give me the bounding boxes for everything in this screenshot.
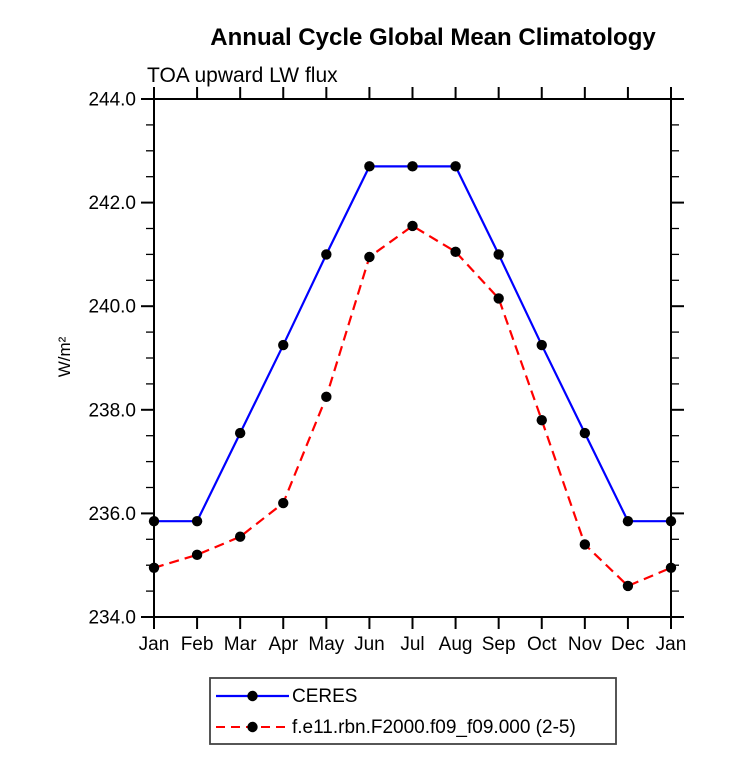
data-point-model xyxy=(278,497,289,509)
x-tick-label: Jan xyxy=(139,634,170,655)
data-point-model xyxy=(450,246,461,258)
data-point-model xyxy=(148,562,160,573)
axis-ticks xyxy=(141,87,684,629)
data-point-ceres xyxy=(450,161,461,172)
y-tick-label: 244.0 xyxy=(88,90,136,111)
x-tick-label: Jul xyxy=(400,634,424,655)
data-point-model xyxy=(536,414,547,426)
data-point-ceres xyxy=(622,515,634,527)
data-point-ceres xyxy=(536,339,547,351)
x-tick-label: Oct xyxy=(527,634,557,655)
data-point-model xyxy=(321,391,332,403)
x-tick-label: Mar xyxy=(224,634,257,655)
y-tick-label: 236.0 xyxy=(88,504,136,525)
y-tick-label: 240.0 xyxy=(88,297,136,318)
data-point-ceres xyxy=(321,249,332,260)
x-tick-label: Apr xyxy=(268,634,298,655)
data-point-ceres xyxy=(493,249,504,260)
x-tick-label: Jun xyxy=(354,634,385,655)
legend-label-ceres: CERES xyxy=(292,686,357,707)
data-point-model xyxy=(579,539,591,550)
chart-subtitle: TOA upward LW flux xyxy=(147,64,338,87)
data-point-model xyxy=(234,531,246,542)
data-point-model xyxy=(665,562,677,573)
series-line-ceres xyxy=(154,165,671,523)
data-point-ceres xyxy=(148,515,160,527)
data-point-model xyxy=(493,293,504,304)
data-point-ceres xyxy=(234,427,246,439)
legend-box xyxy=(209,677,617,745)
y-tick-label: 242.0 xyxy=(88,193,136,214)
x-tick-label: Sep xyxy=(482,634,516,655)
data-point-model xyxy=(191,549,203,561)
chart-title: Annual Cycle Global Mean Climatology xyxy=(210,24,656,51)
series-line-model xyxy=(153,224,672,588)
data-series xyxy=(148,161,677,592)
x-tick-label: Aug xyxy=(439,634,473,655)
legend-marker-model-icon xyxy=(247,721,258,733)
data-point-ceres xyxy=(191,515,203,527)
x-tick-label: Dec xyxy=(611,634,645,655)
y-tick-label: 238.0 xyxy=(88,400,136,421)
data-point-ceres xyxy=(407,161,418,172)
legend-label-model: f.e11.rbn.F2000.f09_f09.000 (2-5) xyxy=(292,717,576,738)
data-point-model xyxy=(622,580,634,592)
data-point-ceres xyxy=(364,161,375,172)
data-point-model xyxy=(364,251,375,263)
x-tick-label: May xyxy=(308,634,344,655)
data-point-ceres xyxy=(278,339,289,351)
y-tick-label: 234.0 xyxy=(88,608,136,629)
x-tick-label: Feb xyxy=(181,634,214,655)
legend-marker-ceres-icon xyxy=(247,690,258,702)
x-tick-label: Jan xyxy=(656,634,687,655)
x-tick-label: Nov xyxy=(568,634,602,655)
plot-frame xyxy=(153,98,672,618)
data-point-model xyxy=(407,220,418,232)
legend: CERES f.e11.rbn.F2000.f09_f09.000 (2-5) xyxy=(209,677,617,745)
data-point-ceres xyxy=(665,515,677,527)
axis-tick-labels: Jan Feb Mar Apr May Jun Jul Aug Sep Oct Nov Dec Jan2… xyxy=(88,90,686,656)
data-point-ceres xyxy=(579,427,591,439)
y-axis-label: W/m² xyxy=(55,336,74,377)
